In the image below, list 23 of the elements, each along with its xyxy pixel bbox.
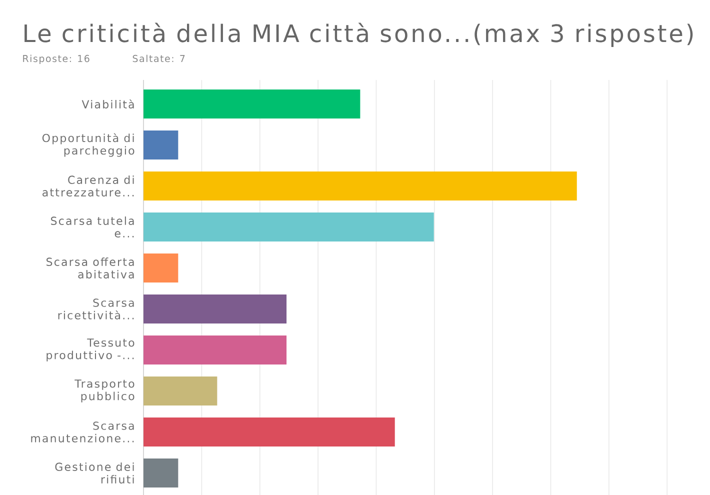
- bar: [144, 376, 218, 406]
- y-tick-label: Scarsa ricettività...: [58, 298, 134, 320]
- y-tick-label: Gestione dei rifiuti: [55, 462, 134, 484]
- y-tick-label: Scarsa manutenzione...: [31, 422, 134, 442]
- y-tick-label: Carenza di attrezzature...: [42, 175, 134, 196]
- bar: [144, 171, 577, 200]
- bar: [144, 294, 287, 324]
- text: Risposte: 16: [23, 54, 90, 64]
- bar: [144, 212, 434, 242]
- bar: [144, 417, 395, 446]
- y-tick-label: Viabilità: [82, 100, 134, 108]
- bar: [144, 335, 287, 364]
- bar: [144, 458, 178, 488]
- chart-title: Le criticità della MIA città sono...(max 3 risposte): [24, 22, 693, 47]
- y-tick-label: Scarsa offerta abitativa: [46, 257, 134, 278]
- bar: [144, 89, 360, 118]
- bar: [144, 130, 178, 160]
- y-tick-label: Scarsa tutela e...: [51, 216, 134, 238]
- y-tick-label: Opportunità di parcheggio: [42, 133, 134, 157]
- bar: [144, 253, 178, 282]
- text: Saltate: 7: [132, 54, 185, 62]
- y-tick-label: Tessuto produttivo -...: [46, 338, 134, 362]
- y-tick-label: Trasporto pubblico: [74, 380, 134, 402]
